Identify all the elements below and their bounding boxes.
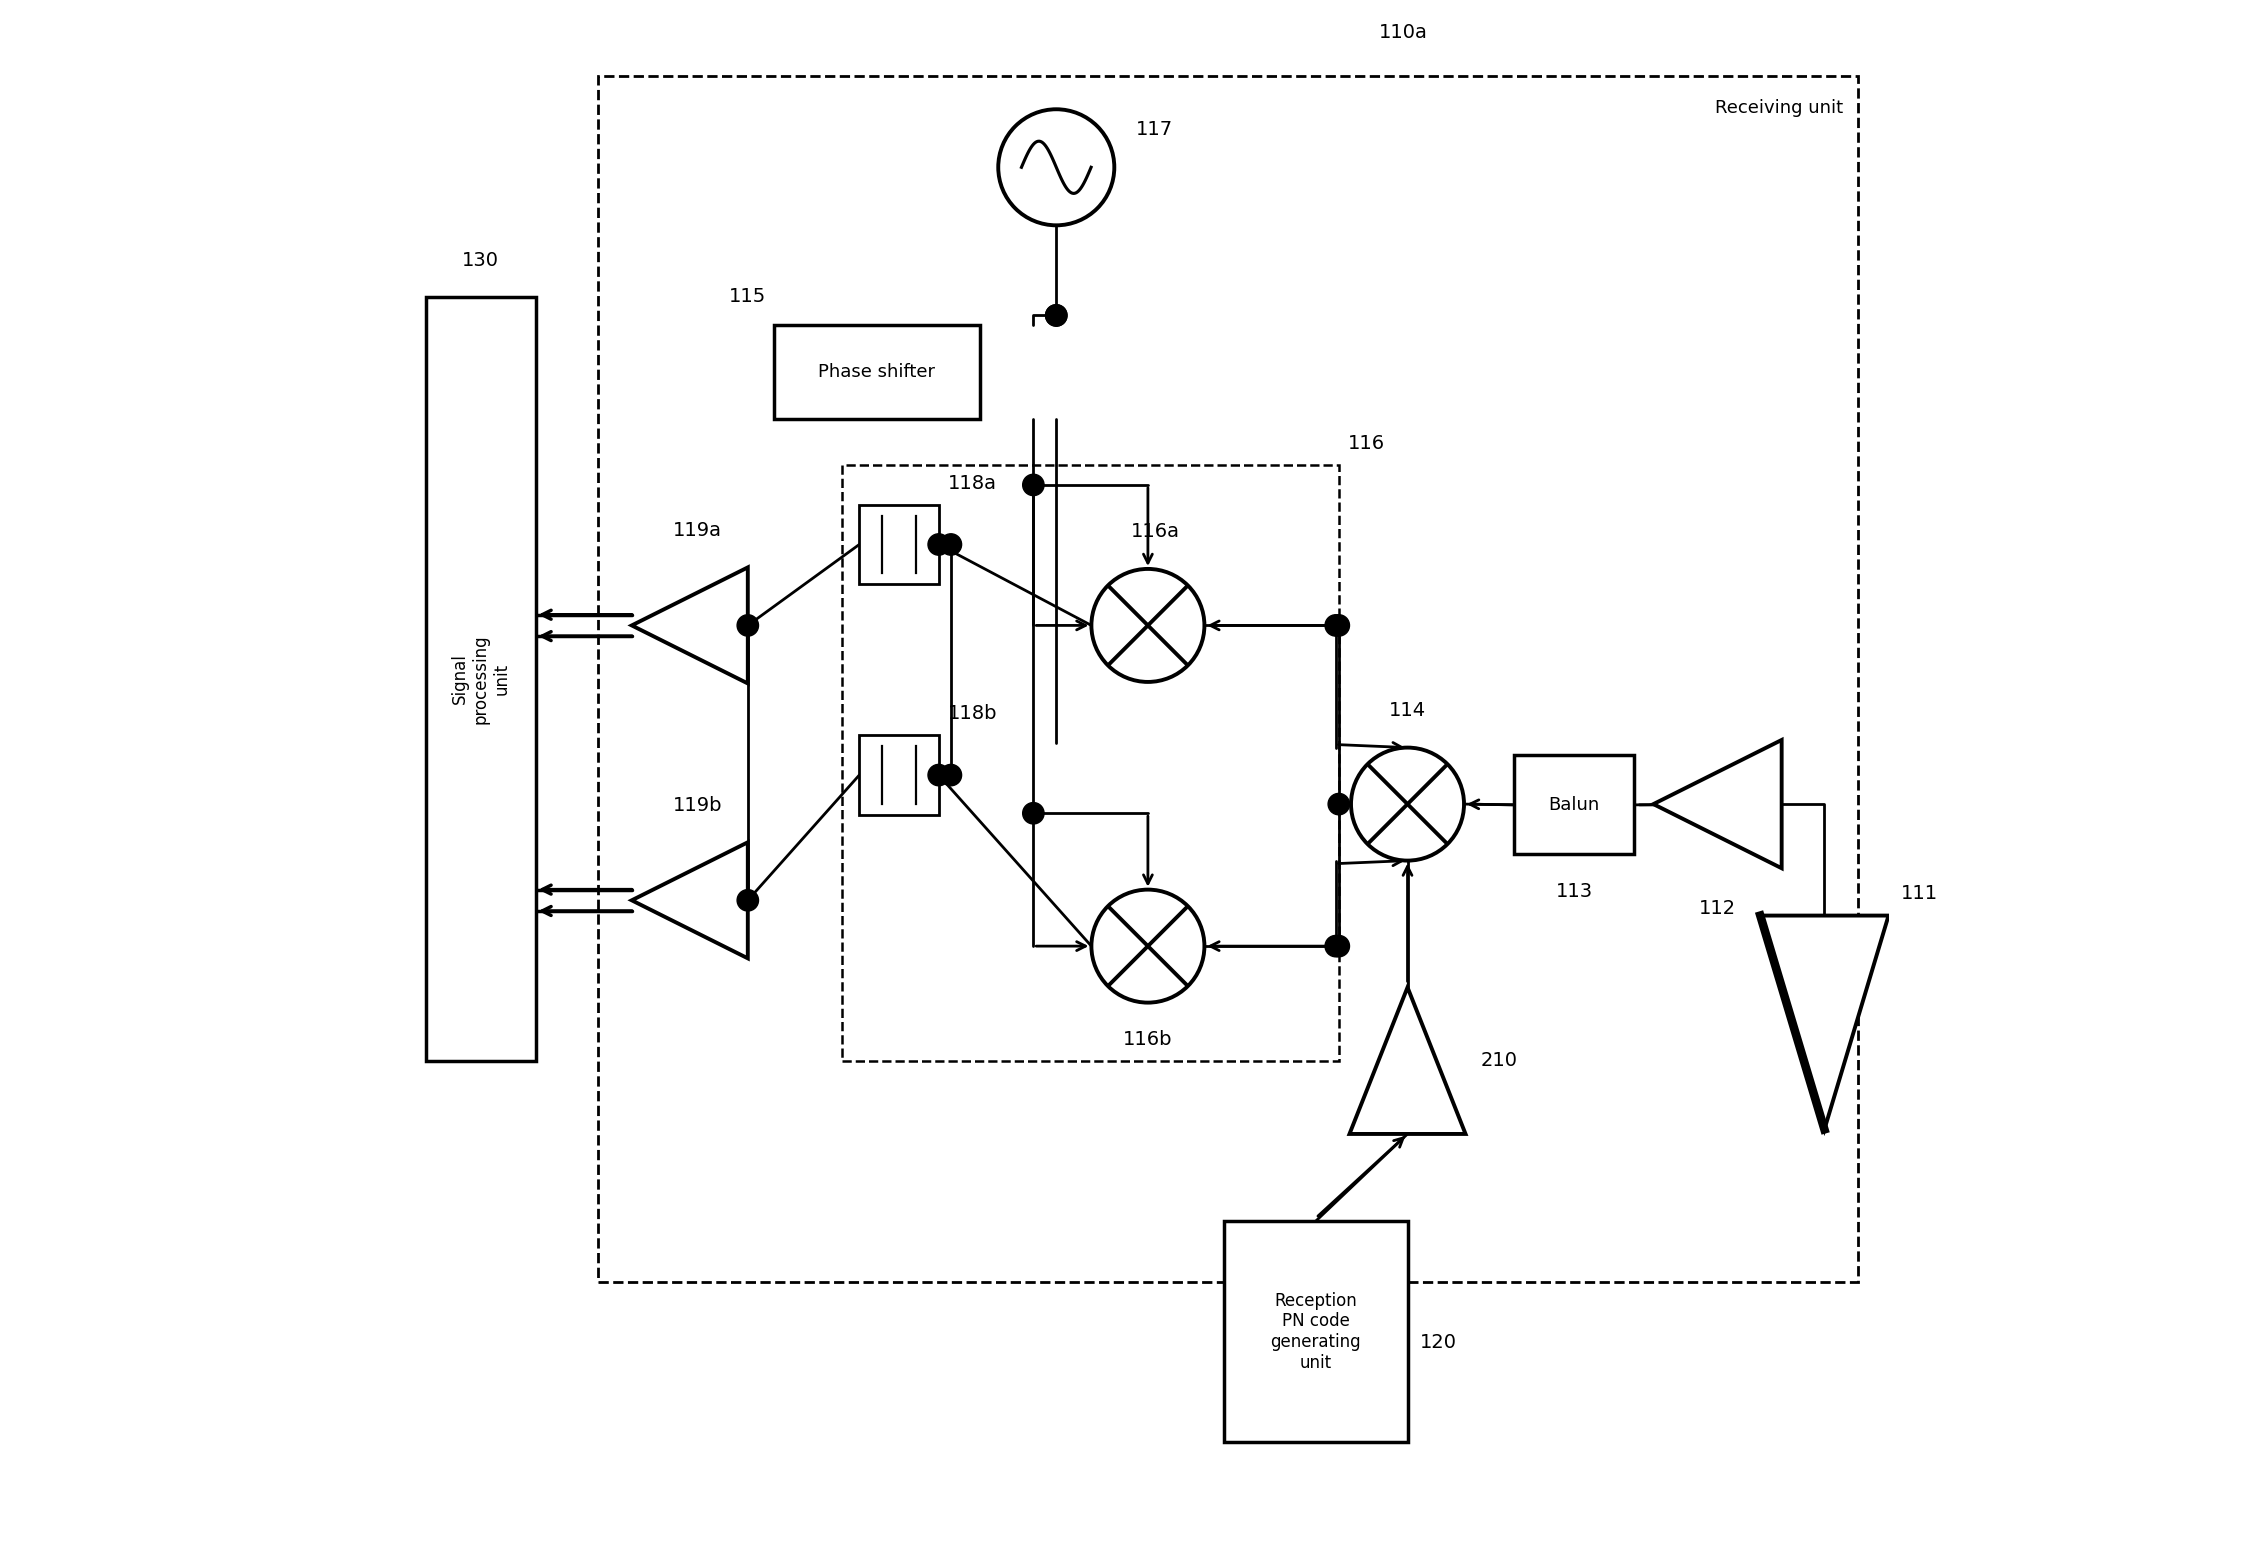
Text: 116: 116 [1348, 435, 1386, 453]
Circle shape [1328, 935, 1350, 957]
Circle shape [1325, 615, 1346, 636]
Text: 118b: 118b [947, 704, 997, 723]
Circle shape [1024, 475, 1044, 496]
Circle shape [1328, 794, 1350, 815]
Text: 119a: 119a [673, 521, 722, 539]
Polygon shape [1350, 988, 1465, 1134]
Circle shape [1350, 747, 1465, 860]
Text: 114: 114 [1388, 701, 1426, 720]
Text: 115: 115 [729, 287, 767, 307]
Circle shape [1328, 615, 1350, 636]
Circle shape [738, 615, 758, 636]
Circle shape [940, 533, 961, 555]
Text: 116b: 116b [1123, 1029, 1172, 1049]
Bar [1514, 755, 1633, 855]
Text: 118a: 118a [947, 473, 997, 493]
Polygon shape [1760, 915, 1888, 1130]
Polygon shape [632, 567, 747, 684]
Circle shape [738, 889, 758, 911]
Circle shape [940, 764, 961, 786]
Text: 210: 210 [1480, 1051, 1519, 1069]
Bar [860, 735, 938, 815]
Bar [774, 325, 981, 419]
Text: 112: 112 [1699, 898, 1737, 918]
Circle shape [1091, 569, 1204, 683]
Text: 113: 113 [1555, 881, 1593, 901]
Text: Balun: Balun [1548, 795, 1600, 814]
Bar [860, 505, 938, 584]
Text: Signal
processing
unit: Signal processing unit [450, 633, 511, 724]
Circle shape [1091, 889, 1204, 1003]
Bar [598, 76, 1858, 1282]
Text: Phase shifter: Phase shifter [819, 364, 936, 381]
Circle shape [1325, 935, 1346, 957]
Circle shape [1024, 803, 1044, 824]
Text: 120: 120 [1420, 1333, 1456, 1353]
Circle shape [927, 764, 950, 786]
Text: 111: 111 [1901, 885, 1937, 903]
Circle shape [927, 533, 950, 555]
Text: Receiving unit: Receiving unit [1714, 99, 1843, 117]
Text: 116a: 116a [1132, 522, 1179, 541]
Polygon shape [1654, 740, 1782, 868]
Bar [1224, 1220, 1408, 1442]
Circle shape [999, 109, 1114, 225]
Text: 110a: 110a [1379, 23, 1429, 42]
Circle shape [1046, 305, 1066, 327]
Circle shape [1046, 305, 1066, 327]
Text: 119b: 119b [673, 795, 722, 815]
Bar [425, 297, 536, 1060]
Text: Reception
PN code
generating
unit: Reception PN code generating unit [1271, 1291, 1361, 1371]
Bar [842, 465, 1339, 1060]
Polygon shape [632, 843, 747, 959]
Text: 117: 117 [1136, 120, 1172, 139]
Text: 130: 130 [461, 251, 500, 270]
